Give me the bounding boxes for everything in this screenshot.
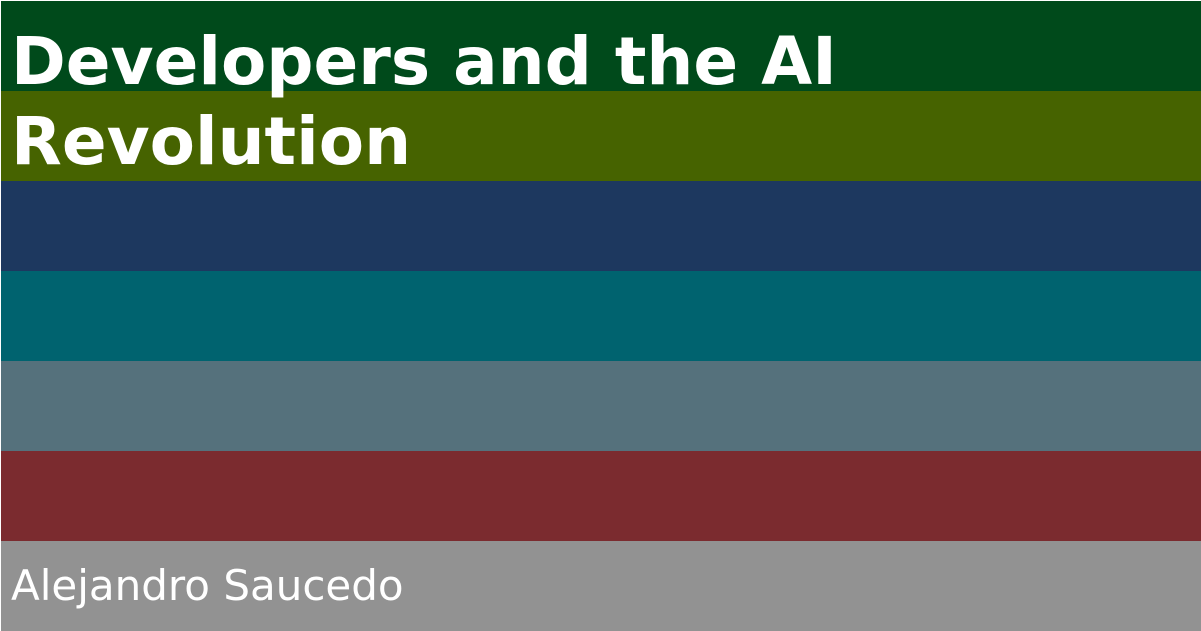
author-name: Alejandro Saucedo [11,561,404,610]
stripe-gray [1,541,1201,631]
page-title: Developers and the AI Revolution [11,23,837,180]
stripe-maroon [1,451,1201,541]
stripe-dark-green [1,1,1201,91]
stripe-olive-green [1,91,1201,181]
stripe-slate [1,361,1201,451]
stripe-navy [1,181,1201,271]
stripe-teal [1,271,1201,361]
